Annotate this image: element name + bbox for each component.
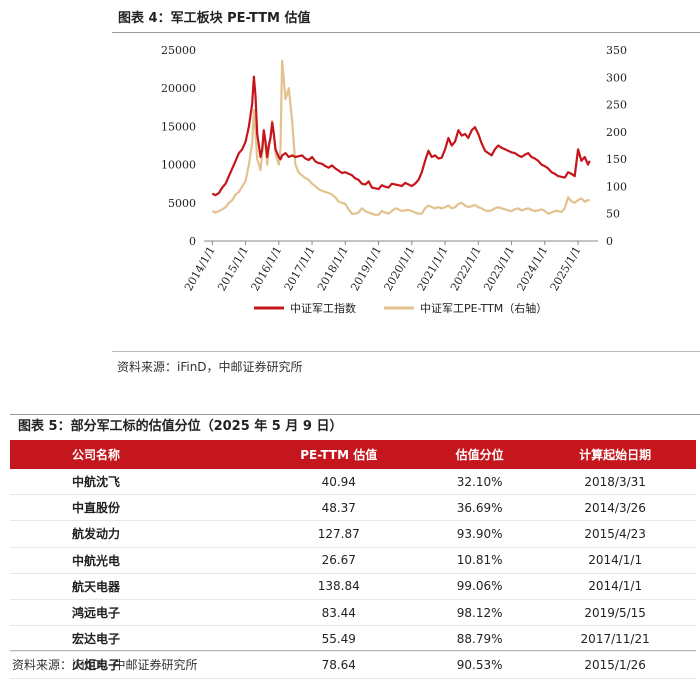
table-cell: 2014/1/1: [534, 573, 696, 600]
y-right-tick-label: 350: [606, 44, 627, 57]
table-cell: 99.06%: [425, 573, 535, 600]
y-right-tick-label: 300: [606, 71, 627, 84]
y-axis-left: 0 5000 10000 15000 20000 25000: [161, 44, 196, 248]
table-cell: 138.84: [252, 573, 426, 600]
table-cell: 2019/5/15: [534, 599, 696, 627]
column-header: 估值分位: [455, 448, 504, 462]
x-tick-label: 2015/1/1: [215, 244, 251, 293]
table-cell: 2014/3/26: [534, 494, 696, 522]
y-left-tick-label: 25000: [161, 44, 196, 57]
table-cell: 航发动力: [10, 520, 253, 548]
figure2-title: 图表 5：部分军工标的估值分位（2025 年 5 月 9 日）: [10, 414, 700, 439]
y-right-tick-label: 250: [606, 99, 627, 112]
y-right-tick-label: 0: [606, 235, 613, 248]
y-left-tick-label: 10000: [161, 159, 196, 172]
table-cell: 98.12%: [425, 599, 535, 627]
x-tick-label: 2021/1/1: [415, 244, 451, 293]
figure1-source: 资料来源：iFinD，中邮证券研究所: [117, 360, 303, 374]
y-left-tick-label: 15000: [161, 120, 196, 133]
table-row: 航发动力 127.87 93.90% 2015/4/23: [10, 520, 696, 548]
table-cell: 26.67: [252, 547, 426, 574]
table-row: 宏达电子 55.49 88.79% 2017/11/21: [10, 625, 696, 653]
x-tick-label: 2024/1/1: [514, 244, 550, 293]
table-cell: 2018/3/31: [534, 469, 696, 496]
plot-lines: [211, 59, 591, 216]
table-row: 中直股份 48.37 36.69% 2014/3/26: [10, 494, 696, 522]
table-header: 公司名称 PE-TTM 估值 估值分位 计算起始日期: [10, 440, 696, 469]
table-cell: 83.44: [252, 599, 426, 627]
legend: 中证军工指数 中证军工PE-TTM（右轴）: [254, 301, 547, 315]
table-row: 火炬电子 78.64 90.53% 2015/1/26: [10, 651, 696, 679]
table-cell: 36.69%: [425, 494, 535, 522]
series-line-pe: [211, 59, 590, 216]
y-axis-right: 0 50 100 150 200 250 300 350: [606, 44, 627, 248]
divider: [112, 351, 700, 352]
legend-label: 中证军工指数: [290, 301, 356, 315]
y-left-tick-label: 0: [189, 235, 196, 248]
table-cell: 宏达电子: [10, 625, 253, 653]
x-tick-label: 2016/1/1: [248, 244, 284, 293]
table-cell: 航天电器: [10, 573, 253, 600]
table-cell: 2015/4/23: [534, 520, 696, 548]
y-right-tick-label: 100: [606, 180, 627, 193]
figure2-source: 资料来源：iFinD，中邮证券研究所: [12, 658, 198, 672]
table-row: 航天电器 138.84 99.06% 2014/1/1: [10, 573, 696, 600]
column-header: 计算起始日期: [579, 448, 652, 462]
table-cell: 93.90%: [425, 520, 535, 548]
table-cell: 88.79%: [425, 625, 535, 653]
table-cell: 127.87: [252, 520, 426, 548]
x-tick-label: 2023/1/1: [481, 244, 517, 293]
x-axis: 2014/1/12015/1/12016/1/12017/1/12018/1/1…: [182, 240, 598, 293]
table-cell: 中航沈飞: [10, 469, 253, 496]
x-tick-label: 2025/1/1: [548, 244, 584, 293]
x-tick-label: 2022/1/1: [448, 244, 484, 293]
table-cell: 32.10%: [425, 469, 535, 496]
x-tick-label: 2014/1/1: [182, 244, 218, 293]
divider: [10, 650, 696, 651]
table-row: 中航沈飞 40.94 32.10% 2018/3/31: [10, 469, 696, 496]
table-cell: 中直股份: [10, 494, 253, 522]
legend-label: 中证军工PE-TTM（右轴）: [420, 301, 547, 315]
y-right-tick-label: 150: [606, 153, 627, 166]
x-tick-label: 2019/1/1: [348, 244, 384, 293]
x-tick-label: 2018/1/1: [315, 244, 351, 293]
table-row: 鸿远电子 83.44 98.12% 2019/5/15: [10, 599, 696, 627]
figure1-title: 图表 4：军工板块 PE-TTM 估值: [112, 6, 700, 33]
y-left-tick-label: 20000: [161, 82, 196, 95]
table-cell: 90.53%: [425, 651, 535, 679]
valuation-table: 公司名称 PE-TTM 估值 估值分位 计算起始日期 中航沈飞 40.94 32.10% 2…: [10, 440, 696, 679]
y-right-tick-label: 50: [606, 208, 620, 221]
table-cell: 78.64: [252, 651, 426, 679]
table-cell: 55.49: [252, 625, 426, 653]
chart-area: 0 5000 10000 15000 20000 25000 0 50 100 150 200 25…: [161, 44, 627, 315]
table-cell: 2015/1/26: [534, 651, 696, 679]
x-tick-label: 2020/1/1: [381, 244, 417, 293]
y-right-tick-label: 200: [606, 126, 627, 139]
x-tick-label: 2017/1/1: [282, 244, 318, 293]
table-row: 中航光电 26.67 10.81% 2014/1/1: [10, 547, 696, 574]
series-line-index: [211, 75, 591, 197]
table-cell: 2014/1/1: [534, 547, 696, 574]
column-header: PE-TTM 估值: [300, 448, 378, 462]
table-cell: 10.81%: [425, 547, 535, 574]
table-cell: 鸿远电子: [10, 599, 253, 627]
table-cell: 40.94: [252, 469, 426, 496]
table-cell: 火炬电子: [10, 651, 253, 679]
table-cell: 中航光电: [10, 547, 253, 574]
table-cell: 2017/11/21: [534, 625, 696, 653]
table-body: 中航沈飞 40.94 32.10% 2018/3/31 中直股份 48.37 36.69% 2…: [10, 469, 696, 679]
column-header: 公司名称: [72, 448, 121, 462]
table-cell: 48.37: [252, 494, 426, 522]
y-left-tick-label: 5000: [168, 197, 196, 210]
